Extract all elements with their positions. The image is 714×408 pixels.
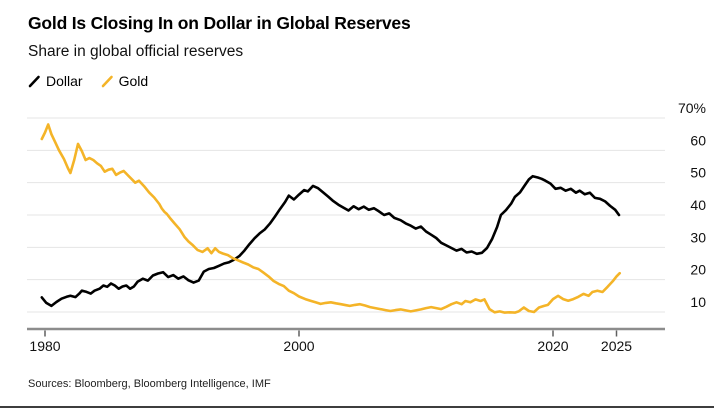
gridlines	[27, 117, 665, 313]
y-axis-tick-label: 50	[690, 165, 706, 181]
chart-title: Gold Is Closing In on Dollar in Global R…	[28, 13, 411, 33]
y-axis-labels: 10 20 30 40 50 60 70%	[678, 100, 706, 310]
x-axis-tick-label: 1980	[29, 338, 60, 354]
legend-label-gold: Gold	[118, 73, 149, 89]
dollar-line	[40, 174, 621, 308]
y-axis-tick-label: 30	[690, 229, 706, 245]
gold-line-legend-icon	[101, 75, 113, 87]
legend-item-dollar[interactable]: Dollar	[28, 73, 83, 89]
y-axis-tick-label: 20	[690, 262, 706, 278]
y-axis-tick-label: 10	[690, 294, 706, 310]
legend-item-gold[interactable]: Gold	[101, 73, 149, 89]
chart-subtitle: Share in global official reserves	[28, 43, 244, 60]
legend-label-dollar: Dollar	[46, 73, 83, 89]
y-axis-tick-label: 70%	[678, 100, 706, 116]
x-axis: 1980 2000 2020 2025	[29, 330, 632, 354]
x-axis-tick-label: 2020	[537, 338, 568, 354]
x-axis-tick-label: 2025	[601, 338, 632, 354]
x-axis-tick-label: 2000	[283, 338, 314, 354]
legend: Dollar Gold	[28, 73, 148, 89]
source-note: Sources: Bloomberg, Bloomberg Intelligen…	[28, 378, 271, 390]
dollar-line-legend-icon	[28, 75, 40, 87]
y-axis-tick-label: 40	[690, 197, 706, 213]
gold-line	[40, 123, 622, 314]
y-axis-tick-label: 60	[690, 132, 706, 148]
